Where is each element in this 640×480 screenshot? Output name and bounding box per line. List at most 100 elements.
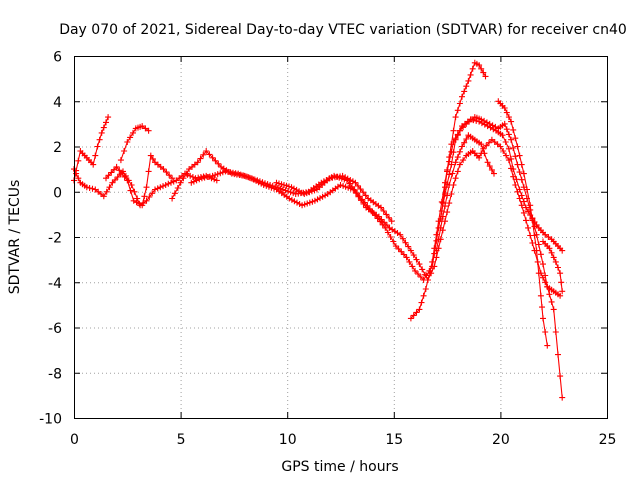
- plus-marker: [433, 231, 440, 238]
- plus-marker: [119, 170, 125, 177]
- plus-marker: [128, 182, 135, 188]
- plus-marker: [298, 189, 305, 196]
- plus-marker: [512, 135, 519, 142]
- plus-marker: [450, 139, 457, 145]
- plus-marker: [268, 184, 275, 191]
- plus-marker: [503, 109, 510, 116]
- plus-marker: [461, 139, 468, 146]
- plus-marker: [491, 170, 497, 177]
- plus-marker: [557, 373, 564, 380]
- plus-marker: [197, 155, 204, 162]
- plus-marker: [108, 169, 115, 176]
- plus-marker: [537, 292, 544, 299]
- plus-marker: [344, 175, 351, 182]
- plus-marker: [446, 200, 453, 207]
- plus-marker: [200, 151, 207, 158]
- plus-marker: [112, 176, 118, 183]
- plus-marker: [459, 93, 465, 100]
- x-tick-labels: 0 5 10 15 20 25: [70, 432, 616, 448]
- y-tick-label: -6: [48, 321, 62, 337]
- plus-marker: [116, 167, 123, 174]
- plus-marker: [149, 155, 156, 162]
- plus-marker: [384, 229, 391, 236]
- plus-marker: [418, 299, 425, 306]
- y-axis-title: SDTVAR / TECUs: [7, 180, 23, 295]
- plus-marker: [90, 161, 97, 168]
- plus-marker: [446, 158, 453, 165]
- plus-marker: [127, 187, 134, 194]
- series-pass-7: [273, 172, 395, 225]
- plus-marker: [476, 62, 483, 69]
- plus-marker: [446, 182, 453, 188]
- plus-marker: [449, 170, 456, 177]
- plus-marker: [542, 231, 549, 238]
- plus-marker: [360, 201, 367, 207]
- plus-marker: [478, 65, 485, 72]
- plus-marker: [437, 215, 444, 222]
- plus-marker: [390, 238, 397, 245]
- plus-marker: [454, 168, 461, 175]
- plus-marker: [520, 184, 527, 191]
- plus-marker: [505, 114, 512, 121]
- plus-marker: [145, 127, 152, 134]
- plus-marker: [141, 193, 148, 200]
- series-line: [191, 138, 561, 297]
- plus-marker: [535, 270, 542, 277]
- plus-marker: [448, 148, 455, 155]
- plus-marker: [438, 198, 445, 205]
- series-line: [120, 125, 149, 161]
- plus-marker: [219, 169, 226, 176]
- plus-marker: [520, 198, 527, 205]
- y-tick-label: 0: [53, 185, 62, 201]
- plus-marker: [189, 174, 196, 180]
- plus-marker: [350, 186, 357, 193]
- plus-marker: [355, 193, 362, 200]
- plus-marker: [346, 180, 353, 187]
- plus-marker: [435, 236, 442, 243]
- plus-marker: [96, 136, 103, 143]
- series-pass-9: [433, 132, 497, 254]
- plus-marker: [535, 241, 542, 248]
- plus-marker: [413, 309, 420, 316]
- plus-marker: [460, 124, 467, 131]
- plus-marker: [352, 179, 359, 186]
- plus-marker: [400, 251, 407, 258]
- plus-marker: [437, 224, 444, 231]
- plus-marker: [388, 218, 395, 225]
- plus-marker: [442, 184, 448, 191]
- series-line: [497, 100, 548, 346]
- plus-marker: [510, 145, 517, 151]
- plus-marker: [94, 143, 101, 150]
- plus-marker: [213, 177, 220, 184]
- y-tick-labels: -10 -8 -6 -4 -2 0 2 4 6: [39, 50, 62, 428]
- plus-marker: [103, 119, 109, 126]
- plus-marker: [322, 192, 329, 199]
- plus-marker: [362, 192, 369, 199]
- plus-marker: [476, 154, 483, 161]
- plus-marker: [242, 173, 249, 180]
- plus-marker: [347, 185, 354, 192]
- plus-marker: [484, 159, 491, 166]
- plus-marker: [508, 136, 515, 143]
- plus-marker: [539, 304, 545, 311]
- x-tick-label: 25: [599, 432, 617, 448]
- plus-marker: [190, 178, 197, 185]
- x-tick-label: 10: [279, 432, 297, 448]
- plus-marker: [103, 175, 109, 182]
- chart-title: Day 070 of 2021, Sidereal Day-to-day VTE…: [59, 22, 627, 38]
- plus-marker: [152, 186, 158, 193]
- plus-marker: [465, 77, 472, 84]
- plus-marker: [454, 107, 461, 114]
- plus-marker: [488, 166, 495, 173]
- plus-marker: [409, 263, 416, 270]
- plus-marker: [505, 145, 512, 152]
- plus-marker: [514, 188, 521, 195]
- plus-marker: [160, 166, 167, 173]
- plus-marker: [542, 329, 549, 335]
- plus-marker: [413, 256, 420, 263]
- plus-marker: [237, 171, 244, 178]
- plus-marker: [255, 179, 262, 186]
- plus-marker: [461, 88, 468, 95]
- plus-marker: [516, 169, 523, 176]
- plus-marker: [103, 188, 110, 195]
